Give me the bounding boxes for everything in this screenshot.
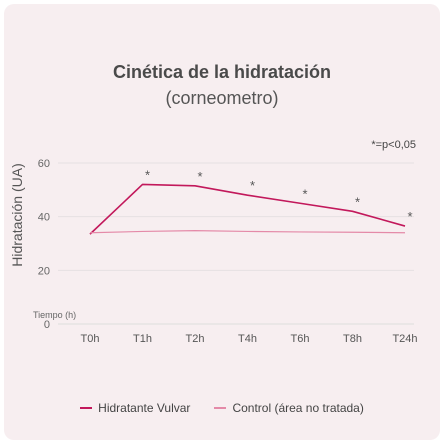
legend-swatch-series-1: [80, 407, 93, 409]
x-tick-label-T2h: T2h: [186, 333, 205, 345]
legend-label-series-2: Control (área no tratada): [232, 401, 364, 415]
x-tick-label-T6h: T6h: [291, 333, 310, 345]
legend-swatch-series-2: [214, 407, 227, 409]
significance-marker-T8h: *: [355, 194, 360, 209]
significance-marker-T6h: *: [302, 186, 307, 201]
y-tick-label-20: 20: [38, 265, 50, 277]
x-tick-label-T1h: T1h: [133, 333, 152, 345]
chart-title: Cinética de la hidratación: [112, 62, 332, 82]
significance-note: *=p<0,05: [371, 139, 416, 151]
chart-legend: Hidratante Vulvar Control (área no trata…: [0, 401, 444, 415]
series-line-2: [89, 230, 406, 234]
chart-card: [4, 4, 440, 440]
x-tick-label-T0h: T0h: [81, 333, 100, 345]
x-tick-label-T8h: T8h: [343, 333, 362, 345]
legend-label-series-1: Hidratante Vulvar: [98, 401, 191, 415]
y-tick-label-60: 60: [38, 158, 50, 170]
significance-marker-T1h: *: [145, 167, 150, 182]
y-tick-label-40: 40: [38, 212, 50, 224]
significance-marker-T2h: *: [197, 169, 202, 184]
legend-item-series-2: Control (área no tratada): [214, 401, 364, 415]
x-tick-label-T4h: T4h: [238, 333, 257, 345]
legend-item-series-1: Hidratante Vulvar: [80, 401, 190, 415]
x-tick-label-T24h: T24h: [392, 333, 417, 345]
x-axis-label: Tiempo (h): [33, 310, 77, 320]
significance-marker-T4h: *: [250, 178, 255, 193]
chart-subtitle: (corneometro): [165, 88, 279, 108]
significance-marker-T24h: *: [407, 209, 412, 224]
y-tick-label-0: 0: [44, 319, 50, 331]
